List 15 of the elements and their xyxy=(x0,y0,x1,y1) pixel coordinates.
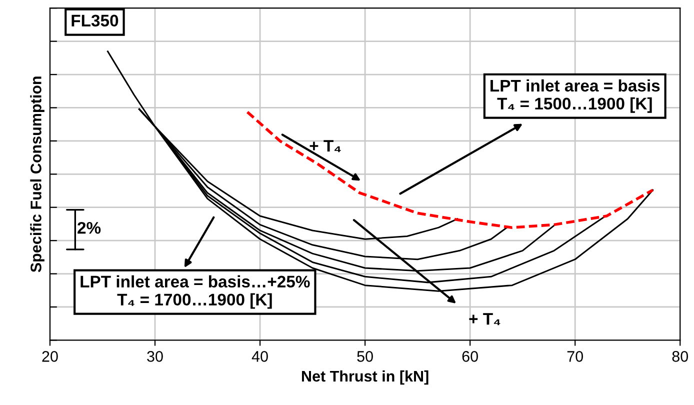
x-tick-label: 20 xyxy=(42,351,58,362)
x-tick-label: 80 xyxy=(672,351,688,362)
x-tick-label: 70 xyxy=(567,351,583,362)
x-tick-label: 60 xyxy=(462,351,478,362)
x-tick-label: 30 xyxy=(147,351,163,362)
x-tick-label: 40 xyxy=(252,351,268,362)
y-axis-title: Specific Fuel Consumption xyxy=(30,76,44,272)
annotation: + T₄ xyxy=(469,313,500,326)
x-axis-title: Net Thrust in [kN] xyxy=(302,370,428,385)
x-tick-label: 50 xyxy=(357,351,373,362)
annotation: LPT inlet area = basis T₄ = 1500…1900 [K] xyxy=(490,79,660,113)
annotation: + T₄ xyxy=(310,140,341,152)
annotation: 2% xyxy=(78,222,101,234)
text: FL350 xyxy=(72,14,118,27)
annotation: LPT inlet area = basis…+25% T₄ = 1700…1900 [K] xyxy=(80,275,310,309)
